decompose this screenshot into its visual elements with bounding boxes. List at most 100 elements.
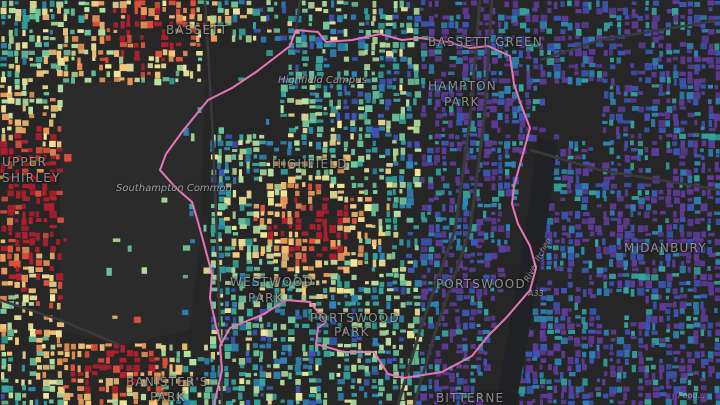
building xyxy=(435,147,440,153)
building xyxy=(651,21,658,29)
building xyxy=(428,385,433,389)
building xyxy=(245,351,250,357)
building xyxy=(609,7,616,16)
building xyxy=(546,316,554,322)
building xyxy=(483,169,491,177)
building xyxy=(91,1,99,7)
building xyxy=(428,91,433,98)
building xyxy=(273,358,281,365)
building xyxy=(252,323,260,328)
building xyxy=(359,386,364,391)
building xyxy=(693,302,699,309)
building xyxy=(589,316,595,322)
building xyxy=(127,245,132,252)
building xyxy=(449,56,458,60)
building xyxy=(581,78,589,83)
building xyxy=(399,315,404,323)
building xyxy=(63,71,69,77)
building xyxy=(259,7,264,12)
building xyxy=(560,183,567,188)
building xyxy=(344,281,350,288)
building xyxy=(260,393,264,397)
building xyxy=(413,98,417,106)
building xyxy=(581,218,589,225)
building xyxy=(386,120,391,129)
building xyxy=(456,147,462,152)
building xyxy=(365,78,371,83)
building xyxy=(287,211,292,218)
building xyxy=(665,162,670,170)
building xyxy=(715,77,720,81)
building xyxy=(400,372,404,379)
building xyxy=(343,288,351,294)
building xyxy=(575,232,583,238)
building xyxy=(658,57,662,62)
building xyxy=(49,275,54,282)
building xyxy=(197,14,203,21)
building xyxy=(280,337,286,342)
building xyxy=(476,77,482,81)
building xyxy=(491,50,499,56)
building xyxy=(50,105,58,112)
building xyxy=(315,393,321,401)
building xyxy=(462,7,469,15)
building xyxy=(582,50,588,58)
building xyxy=(442,183,450,189)
building xyxy=(645,232,652,236)
building xyxy=(469,57,475,64)
building xyxy=(609,210,615,216)
building xyxy=(708,372,712,377)
building xyxy=(602,1,608,8)
building xyxy=(274,281,279,287)
building xyxy=(441,29,449,35)
building xyxy=(442,120,448,124)
building xyxy=(505,58,511,62)
building xyxy=(596,253,602,259)
building xyxy=(322,323,329,328)
building xyxy=(427,182,434,190)
building xyxy=(714,266,720,270)
building xyxy=(259,344,266,349)
building xyxy=(42,274,50,279)
building xyxy=(484,35,488,41)
building xyxy=(329,148,336,153)
building xyxy=(1,378,9,383)
building xyxy=(22,239,30,244)
building xyxy=(309,238,316,244)
building xyxy=(7,126,12,131)
building xyxy=(43,393,49,399)
building xyxy=(267,239,273,247)
building xyxy=(420,246,428,253)
building xyxy=(29,175,37,180)
building xyxy=(504,63,512,67)
building xyxy=(715,50,720,56)
building xyxy=(526,106,531,110)
building xyxy=(295,357,302,366)
building xyxy=(371,365,378,372)
building xyxy=(476,225,481,231)
building xyxy=(288,28,295,34)
building xyxy=(701,29,709,33)
building xyxy=(364,379,370,386)
building xyxy=(344,301,351,307)
building xyxy=(715,64,720,70)
building xyxy=(301,56,309,61)
building xyxy=(602,78,608,83)
building xyxy=(602,113,606,117)
building xyxy=(211,232,215,237)
building xyxy=(280,238,288,244)
building xyxy=(645,309,653,315)
building xyxy=(568,252,574,261)
building xyxy=(399,169,405,174)
building xyxy=(274,308,281,313)
building xyxy=(455,21,459,29)
building xyxy=(638,204,644,209)
building xyxy=(666,106,673,114)
building xyxy=(315,141,321,150)
building xyxy=(407,141,412,148)
building xyxy=(574,357,579,364)
building xyxy=(309,105,316,109)
building xyxy=(224,372,229,378)
